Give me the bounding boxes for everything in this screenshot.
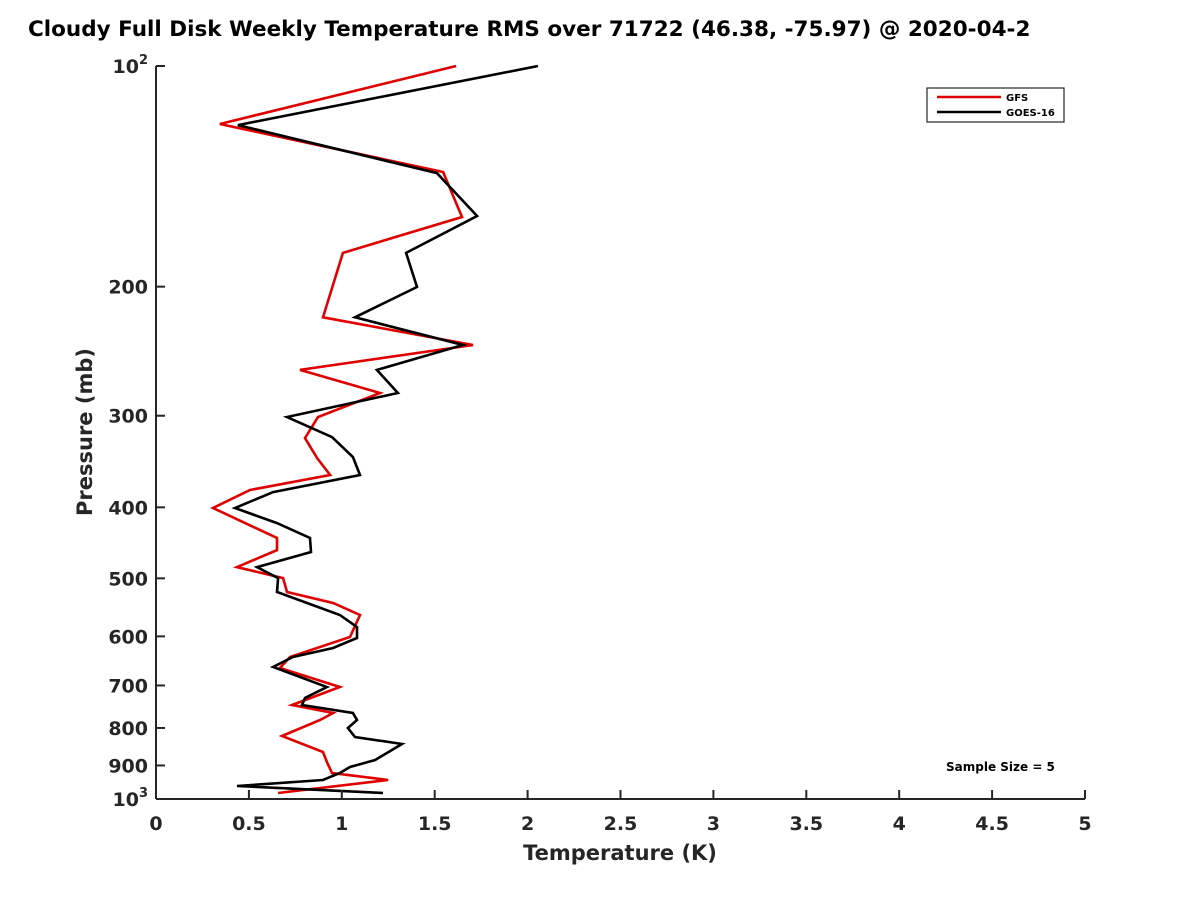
y-tick-label: 103 xyxy=(113,786,149,811)
y-tick-label: 900 xyxy=(108,755,148,777)
y-tick-label: 400 xyxy=(108,497,148,519)
x-tick-label: 2 xyxy=(521,813,534,835)
axes-layer: 0 0.5 1 1.5 2 2.5 3 3.5 4 4.5 5 102 200 300 400 500 600 7… xyxy=(108,53,1091,835)
y-tick-label: 300 xyxy=(108,406,148,428)
series-line-gfs xyxy=(209,64,474,795)
legend-label-goes16: GOES-16 xyxy=(1006,108,1055,119)
y-tick-label: 800 xyxy=(108,718,148,740)
series-line-goes16 xyxy=(231,64,539,795)
y-tick-label: 102 xyxy=(113,53,149,78)
x-tick-label: 0.5 xyxy=(232,813,266,835)
x-tick-label: 2.5 xyxy=(604,813,638,835)
y-tick-label: 500 xyxy=(108,568,148,590)
x-tick-label: 5 xyxy=(1078,813,1091,835)
x-tick-label: 4 xyxy=(893,813,906,835)
series-layer xyxy=(209,64,539,795)
y-tick-label: 600 xyxy=(108,626,148,648)
sample-size-annotation: Sample Size = 5 xyxy=(946,760,1055,774)
y-tick-label: 200 xyxy=(108,277,148,299)
x-tick-label: 4.5 xyxy=(975,813,1009,835)
x-tick-label: 1 xyxy=(335,813,348,835)
x-tick-label: 3.5 xyxy=(789,813,823,835)
x-tick-label: 3 xyxy=(707,813,720,835)
legend-box xyxy=(926,87,1065,123)
x-tick-label: 0 xyxy=(149,813,162,835)
legend-label-gfs: GFS xyxy=(1006,93,1028,104)
y-axis-label: Pressure (mb) xyxy=(73,348,97,516)
chart-title: Cloudy Full Disk Weekly Temperature RMS … xyxy=(28,17,1030,42)
x-axis-label: Temperature (K) xyxy=(523,841,717,865)
x-tick-label: 1.5 xyxy=(418,813,452,835)
y-tick-label: 700 xyxy=(108,675,148,697)
legend: GFS GOES-16 xyxy=(926,87,1065,123)
